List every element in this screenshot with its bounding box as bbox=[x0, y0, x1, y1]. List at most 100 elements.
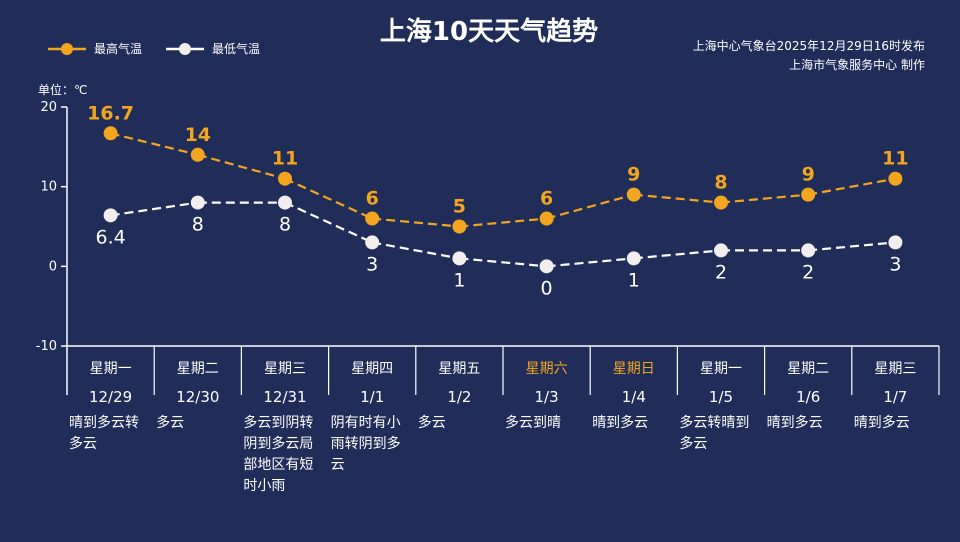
weekday-label: 星期一 bbox=[700, 361, 742, 377]
low-temp-segment bbox=[546, 257, 634, 268]
weather-desc-line: 多云 bbox=[679, 435, 707, 452]
weekday-label: 星期三 bbox=[264, 361, 306, 377]
high-temp-label: 14 bbox=[185, 124, 211, 146]
high-temp-point bbox=[103, 126, 118, 141]
weather-desc-line: 晴到多云 bbox=[854, 414, 910, 431]
legend-low-marker bbox=[179, 43, 191, 55]
high-temp-point bbox=[278, 171, 292, 186]
low-temp-label: 6.4 bbox=[95, 226, 125, 248]
low-temp-point bbox=[626, 251, 641, 266]
y-tick-label: 20 bbox=[40, 100, 57, 115]
weather-desc-line: 晴到多云 bbox=[767, 414, 823, 431]
low-temp-label: 3 bbox=[366, 253, 378, 275]
high-temp-label: 11 bbox=[272, 148, 298, 170]
low-temp-point bbox=[365, 235, 380, 250]
low-temp-label: 3 bbox=[889, 253, 901, 275]
weekday-label: 星期二 bbox=[177, 361, 219, 377]
high-temp-point bbox=[452, 219, 467, 234]
high-temp-point bbox=[626, 187, 641, 202]
chart-title: 上海10天天气趋势 bbox=[380, 16, 598, 47]
date-label: 12/31 bbox=[263, 388, 306, 406]
weather-desc-line: 阴有时有小 bbox=[331, 415, 401, 431]
high-temp-segment bbox=[808, 177, 896, 196]
low-temp-point bbox=[103, 208, 118, 223]
high-temp-segment bbox=[197, 153, 286, 180]
high-temp-segment bbox=[110, 132, 199, 156]
high-temp-label: 5 bbox=[453, 196, 466, 218]
weather-desc-line: 多云 bbox=[418, 414, 446, 431]
high-temp-point bbox=[801, 187, 816, 202]
weather-desc-line: 多云 bbox=[69, 435, 97, 452]
high-temp-label: 6 bbox=[366, 188, 379, 210]
date-label: 1/5 bbox=[709, 388, 733, 406]
y-tick-label: 10 bbox=[40, 180, 57, 195]
weekday-label: 星期六 bbox=[526, 361, 568, 377]
weather-desc-line: 时小雨 bbox=[243, 478, 285, 494]
date-label: 1/6 bbox=[796, 388, 820, 406]
weather-desc-line: 多云转晴到 bbox=[679, 414, 749, 431]
date-label: 1/1 bbox=[360, 388, 384, 406]
high-temp-point bbox=[888, 171, 903, 186]
legend-high-marker bbox=[61, 43, 73, 55]
y-tick-label: 0 bbox=[49, 259, 57, 274]
producer-info: 上海市气象服务中心 制作 bbox=[789, 57, 925, 72]
low-temp-point bbox=[714, 243, 728, 258]
low-temp-point bbox=[801, 243, 816, 258]
low-temp-segment bbox=[284, 201, 373, 244]
date-label: 12/29 bbox=[89, 388, 132, 406]
weather-desc-line: 云 bbox=[331, 457, 345, 473]
date-labels: 12/29 12/30 12/31 1/1 1/2 1/3 1/4 1/5 1/6 1/7 bbox=[89, 388, 907, 406]
low-temp-label: 1 bbox=[628, 269, 640, 291]
high-temp-label: 11 bbox=[882, 148, 908, 170]
low-temp-label: 0 bbox=[541, 277, 553, 299]
date-label: 1/7 bbox=[883, 388, 907, 406]
weather-desc-line: 雨转阴到多 bbox=[331, 435, 401, 452]
high-temp-point bbox=[714, 195, 728, 210]
date-label: 12/30 bbox=[176, 388, 219, 406]
low-temp-segment bbox=[808, 241, 896, 252]
weather-desc-line: 多云到阴转 bbox=[243, 414, 313, 431]
low-temp-label: 1 bbox=[453, 269, 465, 291]
weather-desc-line: 多云到晴 bbox=[505, 414, 561, 431]
chart-axes bbox=[66, 107, 940, 395]
date-label: 1/3 bbox=[535, 388, 559, 406]
high-temp-segment bbox=[720, 193, 809, 204]
high-temp-segment bbox=[284, 177, 373, 220]
low-temp-label: 2 bbox=[715, 261, 727, 283]
high-temp-segment bbox=[546, 193, 635, 220]
high-temp-point bbox=[539, 211, 554, 226]
high-temp-label: 9 bbox=[802, 164, 815, 186]
low-temp-point bbox=[539, 259, 554, 274]
weekday-label: 星期四 bbox=[351, 361, 393, 377]
weekday-label: 星期二 bbox=[787, 361, 829, 377]
y-tick-label: -10 bbox=[36, 339, 57, 354]
legend: 最高气温 最低气温 bbox=[48, 41, 260, 56]
date-label: 1/4 bbox=[622, 388, 646, 406]
high-temp-point bbox=[365, 211, 380, 226]
low-temp-segment bbox=[459, 257, 547, 268]
series-lines bbox=[110, 132, 896, 268]
legend-high-label: 最高气温 bbox=[94, 41, 142, 56]
weekday-label: 星期日 bbox=[613, 361, 655, 377]
high-temp-label: 6 bbox=[540, 188, 553, 210]
low-temp-point bbox=[888, 235, 903, 250]
series-value-labels: 16.7 14 11 6 5 6 9 8 9 11 6.4 8 8 3 1 0 1 2 2 3 bbox=[87, 102, 908, 299]
weather-desc-line: 晴到多云转 bbox=[69, 414, 139, 431]
high-temp-label: 8 bbox=[714, 172, 727, 194]
high-temp-label: 16.7 bbox=[87, 102, 134, 124]
low-temp-segment bbox=[633, 249, 722, 260]
weekday-labels: 星期一 星期二 星期三 星期四 星期五 星期六 星期日 星期一 星期二 星期三 bbox=[90, 361, 917, 377]
weekday-label: 星期五 bbox=[438, 361, 480, 377]
weather-desc-line: 部地区有短 bbox=[243, 457, 313, 473]
weather-desc-line: 晴到多云 bbox=[592, 414, 648, 431]
high-temp-label: 9 bbox=[627, 164, 640, 186]
unit-label: 单位：℃ bbox=[38, 82, 87, 97]
date-label: 1/2 bbox=[447, 388, 471, 406]
low-temp-segment bbox=[372, 241, 460, 260]
high-temp-segment bbox=[372, 217, 460, 228]
low-temp-label: 2 bbox=[802, 261, 814, 283]
low-temp-point bbox=[190, 195, 205, 210]
legend-low-label: 最低气温 bbox=[212, 41, 260, 56]
low-temp-label: 8 bbox=[279, 214, 291, 236]
